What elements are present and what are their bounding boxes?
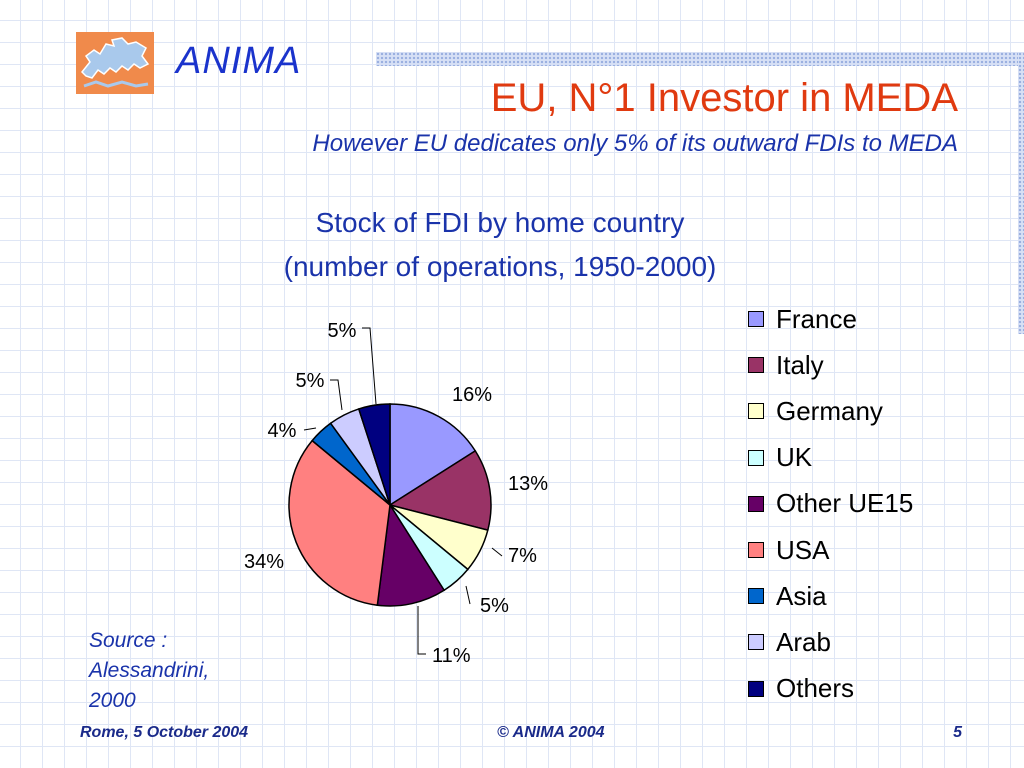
source-line2: Alessandrini, bbox=[89, 659, 210, 682]
legend-swatch bbox=[748, 403, 764, 420]
legend-label: Arab bbox=[776, 626, 831, 657]
legend-label: USA bbox=[776, 534, 830, 565]
legend-swatch bbox=[748, 542, 764, 559]
legend-label: Germany bbox=[776, 395, 883, 426]
chart-title-line1: Stock of FDI by home country bbox=[315, 207, 685, 238]
legend-item-usa: USA bbox=[748, 527, 913, 573]
pie-label-germany: 7% bbox=[508, 545, 537, 567]
side-dotted-bar bbox=[1018, 52, 1024, 334]
pie-slice-other-ue15 bbox=[376, 502, 446, 607]
legend-label: France bbox=[776, 303, 857, 334]
legend-item-italy: Italy bbox=[748, 342, 913, 388]
pie-label-usa: 34% bbox=[244, 551, 284, 573]
legend-item-uk: UK bbox=[748, 435, 913, 481]
legend-swatch bbox=[748, 311, 764, 328]
chart-legend: France Italy Germany UK Other UE15 USA Asia Ara… bbox=[748, 296, 913, 712]
header-dotted-bar bbox=[376, 52, 1024, 66]
pie-slice-france bbox=[389, 403, 477, 507]
legend-item-germany: Germany bbox=[748, 388, 913, 434]
legend-swatch bbox=[748, 357, 764, 374]
footer-copyright: © ANIMA 2004 bbox=[497, 724, 605, 741]
legend-swatch bbox=[748, 634, 764, 651]
legend-item-others: Others bbox=[748, 666, 913, 712]
slide-title: EU, N°1 Investor in MEDA bbox=[490, 76, 958, 120]
source-note: Source : Alessandrini, 2000 bbox=[89, 626, 209, 716]
footer-date: Rome, 5 October 2004 bbox=[80, 724, 249, 741]
footer-page-number: 5 bbox=[953, 724, 962, 741]
brand-name: ANIMA bbox=[176, 40, 302, 82]
legend-item-france: France bbox=[748, 296, 913, 342]
pie-label-uk: 5% bbox=[480, 595, 509, 617]
pie-label-others: 5% bbox=[328, 320, 357, 342]
legend-label: Asia bbox=[776, 580, 827, 611]
leader-line bbox=[491, 547, 503, 557]
pie-slice-others bbox=[357, 403, 391, 506]
pie-slice-italy bbox=[388, 449, 492, 532]
leader-line bbox=[362, 327, 377, 405]
legend-label: Other UE15 bbox=[776, 488, 914, 519]
pie-slice-usa bbox=[288, 439, 391, 607]
legend-item-other-ue15: Other UE15 bbox=[748, 481, 913, 527]
pie-label-italy: 13% bbox=[508, 473, 548, 495]
leader-line bbox=[465, 585, 471, 605]
legend-label: UK bbox=[776, 442, 813, 473]
legend-item-arab: Arab bbox=[748, 619, 913, 665]
source-line3: 2000 bbox=[89, 689, 136, 712]
slide-subtitle: However EU dedicates only 5% of its outw… bbox=[312, 130, 958, 157]
pie-label-france: 16% bbox=[452, 384, 492, 406]
pie-label-asia: 4% bbox=[268, 420, 297, 442]
pie-label-other-ue15: 11% bbox=[432, 645, 471, 667]
legend-swatch bbox=[748, 449, 764, 466]
leader-line bbox=[330, 379, 343, 411]
chart-title-line2: (number of operations, 1950-2000) bbox=[283, 251, 717, 282]
legend-swatch bbox=[748, 495, 764, 512]
pie-chart: 16% 13% 7% 5% 11% 34% 4% 5% 5% bbox=[244, 320, 548, 667]
legend-swatch bbox=[748, 588, 764, 605]
leader-line bbox=[417, 606, 426, 655]
pie-label-arab: 5% bbox=[296, 370, 325, 392]
europe-map-icon bbox=[80, 37, 150, 88]
source-line1: Source : bbox=[89, 629, 168, 652]
legend-label: Others bbox=[776, 673, 855, 704]
anima-logo bbox=[76, 32, 154, 94]
legend-item-asia: Asia bbox=[748, 573, 913, 619]
legend-swatch bbox=[748, 680, 764, 697]
leader-line bbox=[303, 427, 317, 431]
legend-label: Italy bbox=[776, 349, 824, 380]
